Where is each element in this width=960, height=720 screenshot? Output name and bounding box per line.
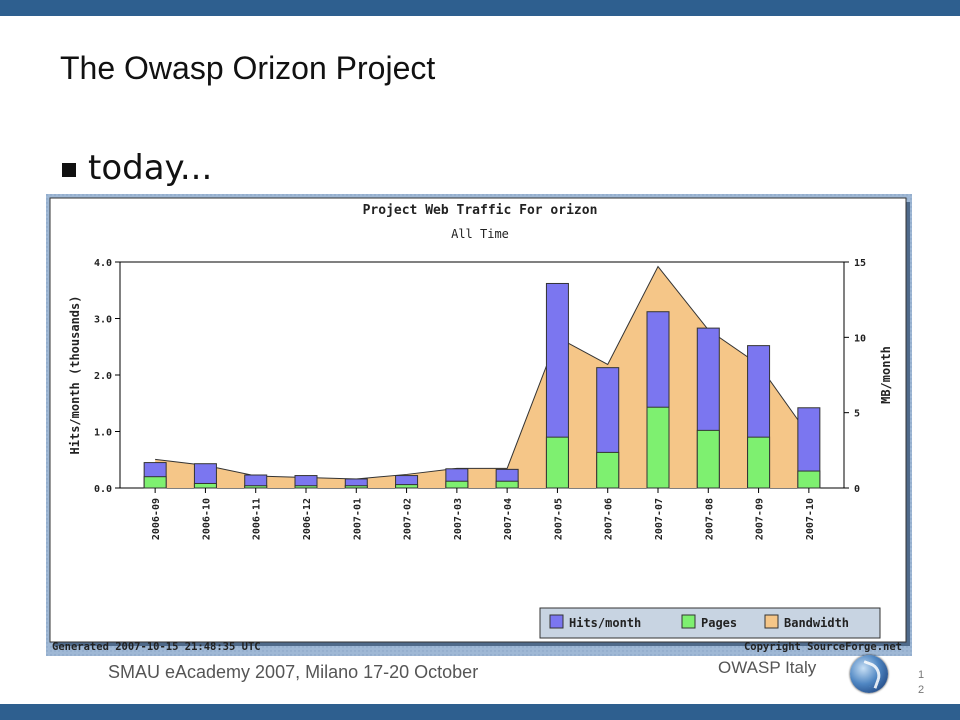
bandwidth-area [155, 266, 809, 488]
pages-bar-2007-01 [344, 485, 368, 489]
y2-axis-label: MB/month [879, 346, 893, 404]
x-tick-label: 2007-07 [654, 498, 665, 540]
bullet-square-icon [62, 163, 76, 177]
x-tick-label: 2007-05 [553, 498, 564, 540]
page-number-digit-1: 1 [917, 669, 925, 681]
y2-tick-label: 0 [854, 484, 860, 495]
y-tick-label: 0.0 [94, 484, 112, 495]
x-tick-label: 2007-04 [503, 498, 514, 540]
x-tick-label: 2006-12 [302, 498, 313, 540]
x-tick-label: 2006-11 [252, 498, 263, 540]
copyright-text: Copyright SourceForge.net [744, 641, 902, 653]
x-tick-label: 2007-03 [453, 498, 464, 540]
y2-tick-label: 5 [854, 409, 860, 420]
x-tick-label: 2007-02 [403, 498, 414, 540]
chart-title: Project Web Traffic For orizon [363, 203, 598, 218]
y2-tick-label: 10 [854, 333, 866, 344]
pages-bar-2007-04 [495, 480, 519, 489]
chart-legend: Hits/month Pages Bandwidth [539, 607, 881, 639]
y-tick-label: 4.0 [94, 258, 112, 269]
x-tick-label: 2006-09 [151, 498, 162, 540]
pages-bar-2007-05 [545, 436, 569, 489]
top-banner [0, 0, 960, 16]
owasp-logo-icon [850, 655, 888, 693]
pages-bar-2006-12 [294, 485, 318, 489]
y2-tick-label: 15 [854, 258, 866, 269]
pages-bar-2006-09 [143, 476, 167, 489]
chart-subtitle: All Time [451, 227, 509, 241]
traffic-chart: Project Web Traffic For orizon All Time … [46, 194, 912, 656]
legend-pages-swatch [681, 614, 696, 629]
legend-hits-swatch [549, 614, 564, 629]
x-tick-label: 2006-10 [201, 498, 212, 540]
pages-bar-2007-09 [747, 436, 771, 489]
pages-bar-2007-10 [797, 470, 821, 489]
slide-title: The Owasp Orizon Project [60, 50, 436, 86]
pages-bar-2007-02 [395, 484, 419, 489]
y-tick-label: 1.0 [94, 428, 112, 439]
y-axis-label: Hits/month (thousands) [68, 296, 82, 455]
x-tick-label: 2007-09 [755, 498, 766, 540]
pages-bar-2006-11 [244, 485, 268, 489]
y-tick-label: 2.0 [94, 371, 112, 382]
page-number-digit-2: 2 [917, 684, 925, 696]
x-tick-label: 2007-01 [352, 498, 363, 540]
y-tick-label: 3.0 [94, 315, 112, 326]
footer-event: SMAU eAcademy 2007, Milano 17-20 October [108, 662, 479, 682]
axes-layer: 0.0 1.0 2.0 3.0 4.0 0 5 10 15 2006-09 2006-10 2006-… [94, 258, 866, 540]
pages-bar-2007-07 [646, 406, 670, 489]
legend-bandwidth-label: Bandwidth [784, 616, 849, 630]
footer-org: OWASP Italy [718, 658, 817, 677]
bullet-item: today... [62, 148, 212, 188]
bullet-text: today... [88, 148, 213, 188]
generated-timestamp: Generated 2007-10-15 21:48:35 UTC [52, 641, 261, 653]
pages-bar-2007-08 [696, 429, 720, 489]
pages-bar-2006-10 [193, 482, 217, 489]
x-tick-label: 2007-08 [704, 498, 715, 540]
bars-layer [143, 282, 821, 489]
x-tick-label: 2007-10 [805, 498, 816, 540]
traffic-chart-panel: Project Web Traffic For orizon All Time … [46, 194, 912, 656]
legend-hits-label: Hits/month [569, 616, 641, 630]
legend-bandwidth-swatch [764, 614, 779, 629]
bottom-banner [0, 704, 960, 720]
x-tick-label: 2007-06 [604, 498, 615, 540]
page-number: 1 2 [916, 668, 926, 698]
pages-bar-2007-06 [596, 451, 620, 489]
legend-pages-label: Pages [701, 616, 737, 630]
pages-bar-2007-03 [445, 480, 469, 489]
